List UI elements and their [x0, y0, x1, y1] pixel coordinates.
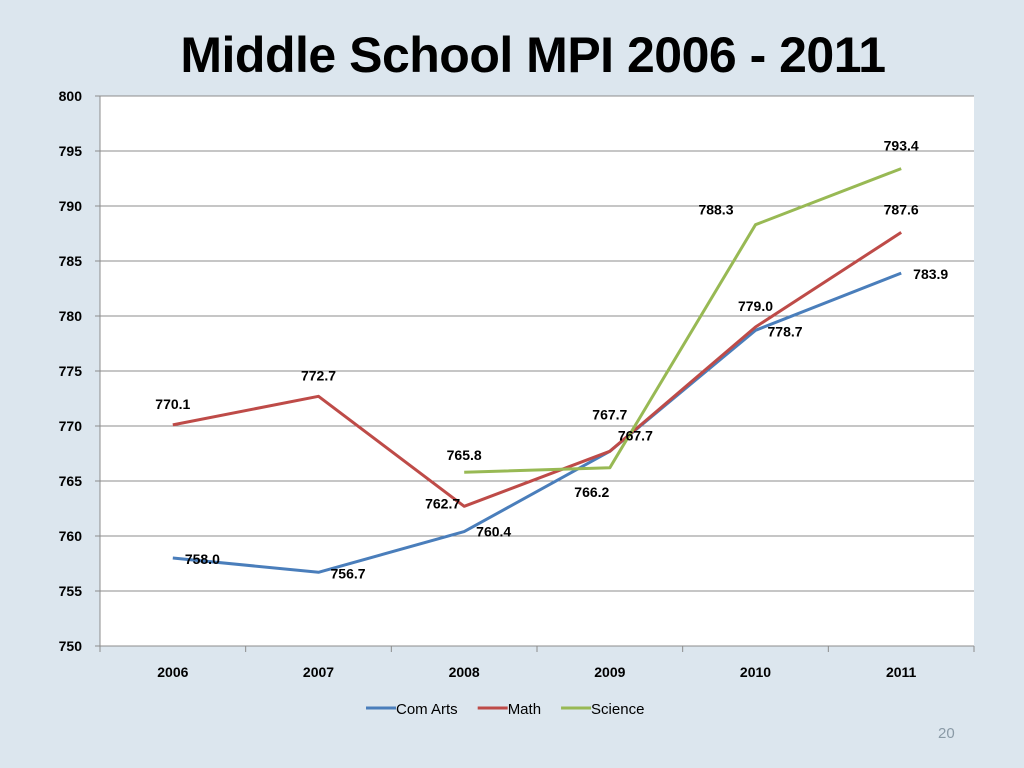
- slide-title: Middle School MPI 2006 - 2011: [180, 27, 886, 83]
- data-label: 760.4: [476, 524, 511, 540]
- y-tick-label: 800: [59, 88, 83, 104]
- x-tick-label: 2007: [303, 664, 334, 680]
- legend-item-science: Science: [561, 701, 644, 718]
- x-tick-label: 2009: [594, 664, 625, 680]
- data-label: 787.6: [884, 201, 919, 217]
- data-label: 779.0: [738, 298, 773, 314]
- y-tick-label: 775: [59, 363, 83, 379]
- data-label: 793.4: [884, 138, 919, 154]
- legend-item-math: Math: [477, 701, 541, 718]
- data-label: 762.7: [425, 495, 460, 511]
- y-tick-label: 770: [59, 418, 83, 434]
- data-labels: 758.0 756.7 760.4 767.7 778.7 783.9 770.1 772.7…: [155, 138, 948, 582]
- x-tick-label: 2010: [740, 664, 771, 680]
- y-tick-label: 785: [59, 253, 83, 269]
- series-line-science: [464, 167, 902, 474]
- series-lines: [172, 167, 903, 574]
- axes: 750 755 760 765 770 775 780 785 790 795 800 2006 200…: [59, 88, 975, 680]
- data-label: 766.2: [574, 484, 609, 500]
- data-label: 770.1: [155, 396, 190, 412]
- y-tick-label: 765: [59, 473, 83, 489]
- series-line-com-arts: [172, 271, 902, 574]
- y-tick-label: 755: [59, 583, 83, 599]
- data-label: 756.7: [331, 565, 366, 581]
- legend-item-com-arts: Com Arts: [366, 701, 458, 718]
- legend: Com Arts Math Science: [366, 701, 644, 718]
- y-tick-label: 795: [59, 143, 83, 159]
- data-label: 767.7: [618, 427, 653, 443]
- x-tick-label: 2011: [886, 664, 917, 680]
- y-tick-label: 790: [59, 198, 83, 214]
- data-label: 788.3: [698, 202, 733, 218]
- data-label: 778.7: [768, 323, 803, 339]
- data-label: 767.7: [592, 406, 627, 422]
- y-tick-label: 760: [59, 528, 83, 544]
- legend-label: Math: [508, 701, 541, 718]
- data-label: 783.9: [913, 266, 948, 282]
- legend-label: Science: [591, 701, 644, 718]
- y-tick-label: 780: [59, 308, 83, 324]
- page-number: 20: [938, 725, 955, 742]
- x-tick-label: 2006: [157, 664, 188, 680]
- y-tick-label: 750: [59, 638, 83, 654]
- data-label: 758.0: [185, 551, 220, 567]
- series-line-math: [172, 231, 903, 508]
- legend-label: Com Arts: [396, 701, 458, 718]
- x-tick-label: 2008: [449, 664, 480, 680]
- data-label: 765.8: [447, 447, 482, 463]
- gridlines: [100, 95, 974, 647]
- data-label: 772.7: [301, 367, 336, 383]
